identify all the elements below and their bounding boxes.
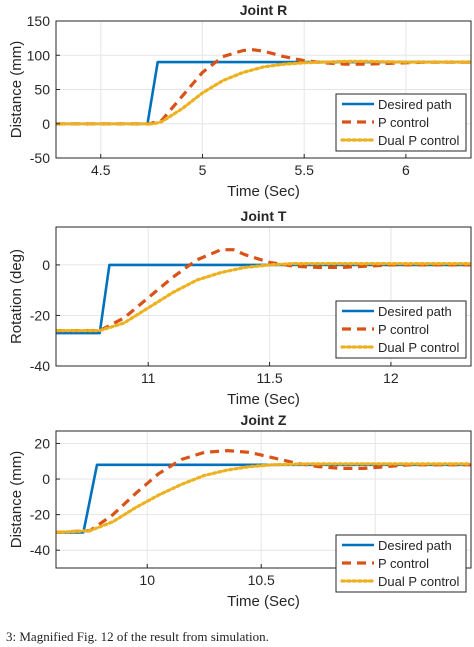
x-tick-label: 11 — [141, 370, 156, 386]
y-tick-label: -20 — [30, 507, 50, 523]
y-tick-label: 50 — [34, 82, 50, 98]
x-axis-label: Time (Sec) — [227, 593, 300, 610]
legend: Desired path P control Dual P control — [335, 93, 467, 152]
y-tick-label: 100 — [27, 47, 51, 63]
legend-label: Desired path — [378, 538, 452, 553]
x-tick-label: 10.5 — [248, 572, 275, 588]
plot-frame — [55, 430, 472, 569]
chart-title: Joint Z — [241, 412, 287, 428]
series-line-dual-p-control — [56, 462, 471, 535]
x-tick-label: 11.5 — [256, 370, 282, 386]
chart-panel-1: 4.5 5 5.5 6 -50 0 50 100 150 Joint R Time (Sec) Dis… — [8, 2, 472, 200]
series-line-desired — [56, 463, 471, 534]
y-tick-label: 150 — [27, 13, 51, 29]
chart-title: Joint R — [240, 2, 287, 18]
y-axis-label: Distance (mm) — [8, 41, 25, 139]
legend: Desired path P control Dual P control — [335, 300, 467, 359]
y-tick-label: 20 — [34, 435, 50, 451]
x-axis-label: Time (Sec) — [227, 183, 300, 200]
y-axis-label: Distance (mm) — [8, 451, 25, 549]
y-tick-label: 0 — [42, 116, 50, 132]
y-axis-label: Rotation (deg) — [8, 249, 25, 344]
x-tick-label: 6 — [402, 162, 410, 178]
plot-frame — [55, 226, 472, 367]
figure-caption: 3: Magnified Fig. 12 of the result from … — [6, 629, 269, 644]
legend-label: Desired path — [378, 304, 452, 319]
x-tick-label: 10 — [139, 572, 155, 588]
legend-label: Desired path — [378, 97, 452, 112]
series-line-dual-p-control — [56, 59, 471, 126]
legend-label: P control — [378, 556, 429, 571]
x-tick-label: 12 — [383, 370, 399, 386]
legend-label: Dual P control — [378, 133, 460, 148]
legend-label: P control — [378, 322, 429, 337]
x-tick-label: 5 — [199, 162, 207, 178]
series-line-dual-p-control — [56, 262, 471, 333]
y-tick-label: -40 — [30, 542, 50, 558]
y-tick-label: -40 — [30, 358, 50, 374]
y-tick-label: -20 — [30, 307, 50, 323]
y-tick-label: 0 — [42, 471, 50, 487]
x-tick-label: 4.5 — [91, 162, 111, 178]
legend: Desired path P control Dual P control — [335, 534, 467, 593]
series-line-p-control — [56, 449, 471, 534]
chart-title: Joint T — [241, 208, 287, 224]
legend-label: P control — [378, 115, 429, 130]
legend-label: Dual P control — [378, 340, 460, 355]
y-tick-label: 0 — [42, 257, 50, 273]
legend-label: Dual P control — [378, 574, 460, 589]
chart-panel-2: 11 11.5 12 -40 -20 0 Joint T Time (Sec) Rotation… — [8, 208, 472, 408]
y-tick-label: -50 — [30, 150, 50, 166]
x-axis-label: Time (Sec) — [227, 391, 300, 408]
x-tick-label: 5.5 — [294, 162, 314, 178]
